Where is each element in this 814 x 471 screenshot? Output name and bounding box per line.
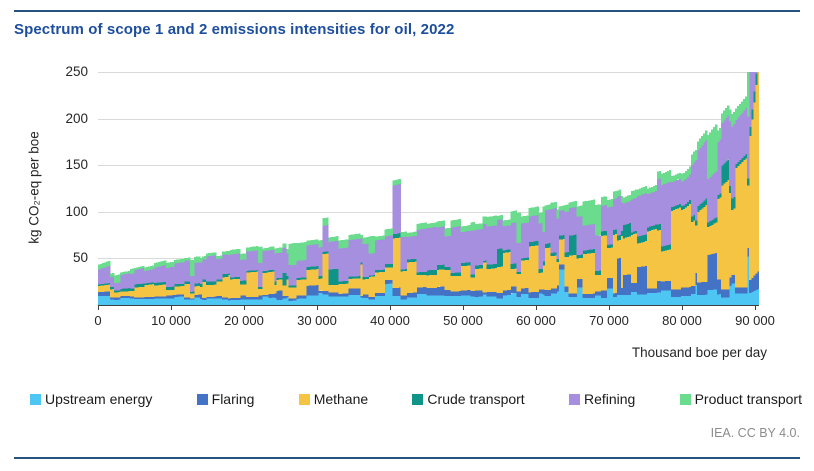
x-tick-mark bbox=[390, 306, 391, 310]
bottom-rule bbox=[14, 457, 800, 459]
y-tick-label: 50 bbox=[72, 250, 88, 266]
legend-swatch-icon bbox=[568, 393, 580, 405]
x-tick-mark bbox=[755, 306, 756, 310]
y-tick-label: 200 bbox=[65, 110, 88, 126]
credit-text: IEA. CC BY 4.0. bbox=[710, 426, 800, 440]
x-tick-label: 60 000 bbox=[516, 313, 556, 328]
legend-label: Flaring bbox=[211, 391, 255, 407]
x-tick-label: 10 000 bbox=[151, 313, 191, 328]
gridline-150 bbox=[98, 165, 758, 167]
top-rule bbox=[14, 10, 800, 12]
x-tick-mark bbox=[317, 306, 318, 310]
x-tick-label: 90 000 bbox=[735, 313, 775, 328]
gridline-200 bbox=[98, 118, 758, 120]
y-axis-title: kg CO₂-eq per boe bbox=[26, 131, 42, 244]
gridline-100 bbox=[98, 211, 758, 213]
legend-swatch-icon bbox=[30, 393, 41, 405]
x-axis-title: Thousand boe per day bbox=[631, 345, 767, 360]
legend-item-refining: Refining bbox=[568, 391, 636, 407]
legend-label: Refining bbox=[583, 391, 636, 407]
x-tick-label: 30 000 bbox=[297, 313, 337, 328]
legend-item-crude-transport: Crude transport bbox=[412, 391, 525, 407]
series-refining bbox=[98, 72, 758, 292]
legend-label: Crude transport bbox=[427, 391, 525, 407]
x-tick-label: 80 000 bbox=[662, 313, 702, 328]
legend-label: Product transport bbox=[694, 391, 802, 407]
x-tick-label: 20 000 bbox=[224, 313, 264, 328]
stacked-bars-plot bbox=[98, 72, 759, 305]
series-flaring bbox=[98, 248, 759, 301]
legend-swatch-icon bbox=[196, 393, 208, 405]
y-tick-label: 100 bbox=[65, 203, 88, 219]
x-tick-mark bbox=[98, 306, 99, 310]
legend-item-methane: Methane bbox=[298, 391, 369, 407]
legend-item-flaring: Flaring bbox=[196, 391, 255, 407]
legend: Upstream energy Flaring Methane Crude trans… bbox=[30, 389, 802, 409]
chart-title: Spectrum of scope 1 and 2 emissions inte… bbox=[14, 21, 455, 38]
x-tick-label: 0 bbox=[94, 313, 102, 328]
y-tick-label: 250 bbox=[65, 64, 88, 79]
series-upstream-energy bbox=[98, 256, 759, 305]
legend-label: Methane bbox=[313, 391, 369, 407]
y-tick-label: 150 bbox=[65, 157, 88, 173]
legend-label: Upstream energy bbox=[45, 391, 153, 407]
x-tick-label: 50 000 bbox=[443, 313, 483, 328]
x-tick-label: 70 000 bbox=[589, 313, 629, 328]
legend-swatch-icon bbox=[298, 393, 310, 405]
x-tick-mark bbox=[171, 306, 172, 310]
x-tick-label: 40 000 bbox=[370, 313, 410, 328]
x-tick-mark bbox=[536, 306, 537, 310]
legend-item-upstream-energy: Upstream energy bbox=[30, 391, 152, 407]
x-tick-mark bbox=[682, 306, 683, 310]
series-product-transport bbox=[98, 72, 750, 284]
legend-swatch-icon bbox=[412, 393, 424, 405]
legend-item-product-transport: Product transport bbox=[679, 391, 802, 407]
x-tick-mark bbox=[609, 306, 610, 310]
x-axis-line bbox=[98, 305, 759, 306]
legend-swatch-icon bbox=[679, 393, 691, 405]
gridline-250 bbox=[98, 72, 758, 73]
x-tick-mark bbox=[463, 306, 464, 310]
x-tick-mark bbox=[244, 306, 245, 310]
plot-area: kg CO₂-eq per boe 50 100 150 200 250 0 10 000… bbox=[26, 64, 775, 360]
series-crude-transport bbox=[98, 73, 758, 294]
series-methane bbox=[98, 72, 759, 299]
